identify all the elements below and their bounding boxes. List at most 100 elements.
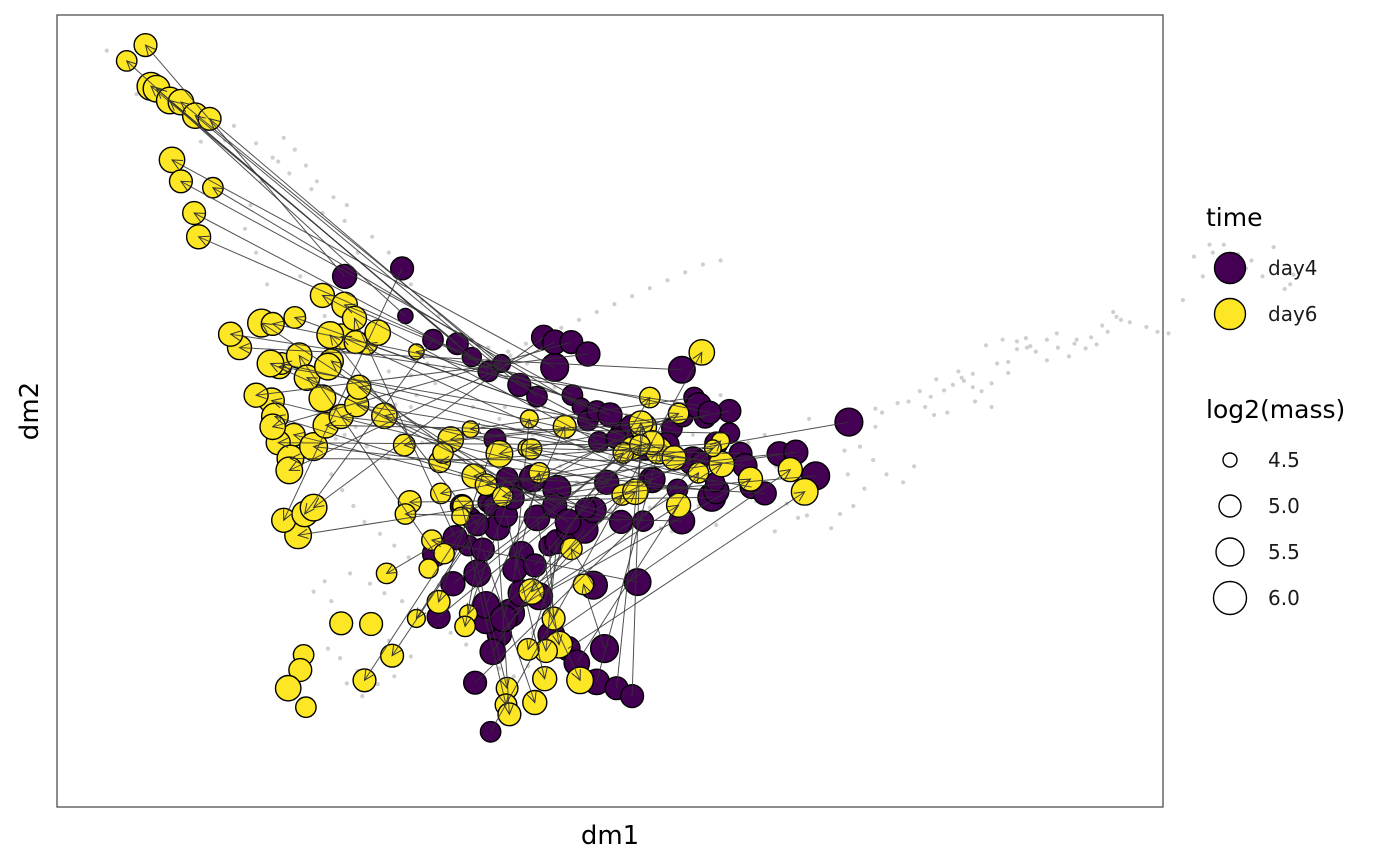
background-cell-205 — [338, 656, 343, 661]
background-cell-239 — [406, 555, 411, 560]
arrow-head-27 — [530, 445, 543, 456]
arrow-head-104 — [254, 388, 267, 400]
arrow-line-83 — [298, 355, 436, 554]
arrow-line-66 — [631, 422, 642, 697]
arrow-line-94 — [341, 416, 745, 467]
background-cell-127 — [1118, 317, 1124, 322]
arrow-head-39 — [461, 615, 473, 628]
arrow-line-93 — [325, 424, 730, 434]
background-cell-101 — [970, 385, 975, 390]
arrow-head-96 — [357, 384, 370, 395]
background-cell-168 — [281, 135, 286, 140]
background-cell-69 — [842, 448, 847, 453]
background-cell-123 — [1055, 345, 1060, 350]
background-cell-88 — [1221, 242, 1226, 247]
background-cell-105 — [906, 399, 911, 404]
background-cell-131 — [1166, 331, 1171, 336]
background-cell-78 — [970, 371, 975, 376]
background-cell-83 — [1083, 346, 1088, 351]
background-cell-247 — [333, 436, 338, 441]
arrow-head-2 — [150, 85, 162, 97]
arrow-head-75 — [692, 351, 703, 364]
arrow-line-18 — [340, 336, 653, 481]
arrow-line-85 — [261, 322, 569, 523]
arrow-head-41 — [391, 644, 402, 657]
background-cell-79 — [995, 361, 1000, 366]
arrow-head-25 — [498, 446, 511, 458]
arrow-line-30 — [502, 451, 796, 497]
background-cell-162 — [265, 282, 270, 287]
arrow-head-98 — [296, 528, 309, 539]
arrow-line-71 — [503, 472, 540, 619]
background-cell-263 — [630, 294, 635, 299]
background-cell-220 — [382, 591, 387, 596]
arrow-head-60 — [739, 478, 752, 489]
background-cell-11 — [309, 187, 314, 192]
background-cell-210 — [392, 674, 397, 679]
arrow-head-87 — [270, 397, 283, 409]
arrow-line-55 — [583, 584, 605, 649]
arrow-head-62 — [793, 491, 806, 502]
arrow-line-74 — [492, 397, 651, 653]
background-cell-208 — [360, 694, 365, 699]
arrow-head-105 — [238, 342, 250, 354]
background-cell-113 — [1074, 337, 1079, 342]
background-cell-27 — [497, 416, 502, 421]
legend: time day4 day6 log2(mass) 4.5 5.0 5.5 6.… — [1206, 203, 1345, 616]
background-cell-219 — [367, 581, 373, 586]
arrow-line-69 — [476, 452, 624, 574]
arrow-line-47 — [505, 515, 546, 679]
arrow-line-46 — [496, 527, 510, 715]
background-cell-46 — [647, 505, 652, 510]
arrow-line-21 — [450, 416, 684, 440]
arrow-head-85 — [260, 322, 273, 333]
background-cell-116 — [945, 410, 950, 415]
arrow-head-94 — [340, 412, 352, 423]
arrow-line-73 — [534, 444, 641, 566]
arrow-line-43 — [461, 505, 508, 689]
background-cell-183 — [508, 353, 513, 358]
background-cell-241 — [377, 531, 383, 536]
background-cell-242 — [362, 519, 367, 525]
background-cell-104 — [928, 394, 933, 399]
background-cell-99 — [1000, 337, 1005, 342]
arrow-head-77 — [701, 447, 714, 458]
background-cell-137 — [718, 393, 723, 398]
background-cell-119 — [989, 381, 994, 386]
background-cell-256 — [506, 349, 511, 354]
arrow-line-23 — [404, 416, 706, 446]
background-cell-268 — [718, 258, 723, 263]
background-cell-86 — [1191, 254, 1197, 259]
arrow-head-38 — [466, 602, 477, 615]
background-cell-175 — [386, 250, 391, 255]
arrow-head-79 — [667, 412, 680, 423]
day4-point-75 — [479, 720, 502, 743]
background-cell-84 — [1100, 323, 1105, 328]
background-cell-169 — [292, 147, 297, 152]
background-cell-173 — [342, 218, 347, 223]
arrow-head-72 — [523, 417, 534, 430]
background-cell-72 — [873, 406, 878, 411]
arrow-line-49 — [536, 517, 560, 645]
arrow-head-80 — [330, 360, 343, 372]
background-cell-120 — [1006, 370, 1011, 376]
arrow-head-4 — [168, 99, 181, 111]
arrow-line-80 — [330, 360, 514, 499]
arrow-line-104 — [256, 353, 588, 396]
background-cell-68 — [880, 410, 885, 415]
arrow-head-74 — [640, 396, 651, 409]
arrow-head-26 — [525, 443, 538, 454]
background-cell-65 — [851, 503, 856, 509]
arrow-line-35 — [431, 539, 638, 583]
legend-size-label-5.0: 5.0 — [1268, 494, 1300, 518]
background-cell-139 — [807, 416, 812, 421]
background-cell-10 — [287, 171, 292, 176]
arrow-head-76 — [710, 440, 722, 452]
arrow-head-42 — [363, 669, 375, 682]
background-cell-193 — [690, 432, 696, 437]
arrow-head-35 — [430, 536, 443, 548]
arrow-head-103 — [271, 419, 284, 430]
background-cell-266 — [683, 270, 688, 275]
arrow-head-48 — [571, 669, 581, 682]
arrow-line-58 — [510, 504, 679, 614]
